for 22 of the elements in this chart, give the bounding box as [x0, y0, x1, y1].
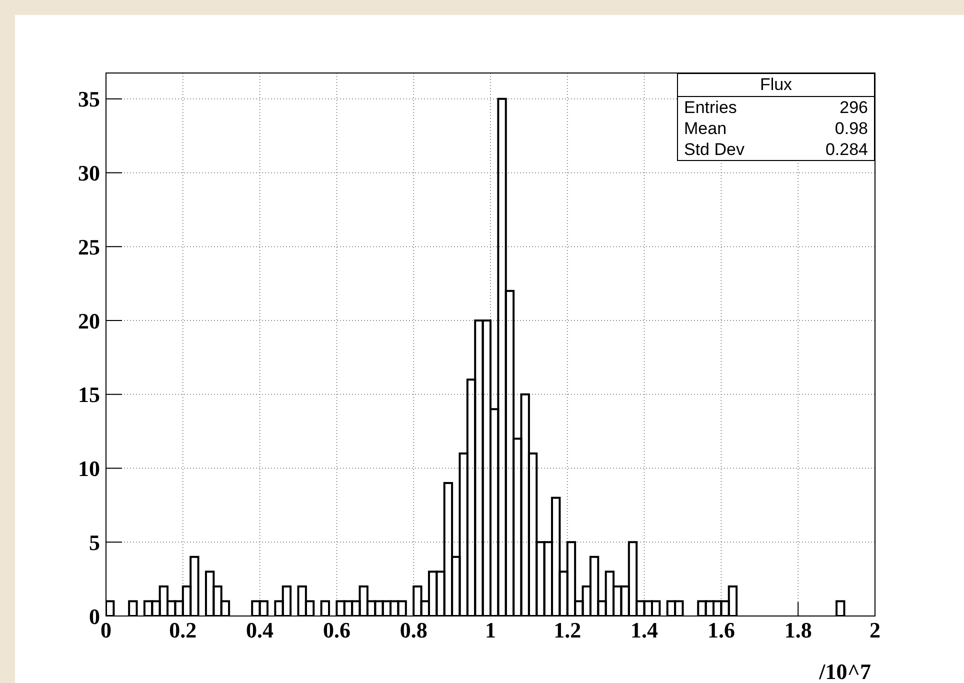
- y-tick-label: 25: [78, 234, 100, 260]
- x-axis-title: /10^7: [818, 659, 871, 683]
- y-tick-label: 35: [78, 86, 100, 112]
- x-tick-label: 1.4: [630, 618, 658, 643]
- y-tick-label: 10: [78, 456, 100, 482]
- x-tick-label: 1.8: [784, 618, 812, 643]
- y-tick-label: 5: [89, 530, 100, 555]
- x-tick-label: 1.6: [707, 618, 735, 643]
- y-tick-label: 15: [78, 382, 100, 408]
- text: Mean 0.98: [684, 119, 868, 138]
- x-tick-label: 1: [485, 618, 496, 643]
- x-tick-label: 0.4: [246, 618, 274, 643]
- x-tick-label: 0.2: [169, 618, 197, 643]
- text: Std Dev 0.284: [684, 140, 868, 159]
- x-tick-label: 0.6: [322, 618, 350, 643]
- y-tick-label: 30: [78, 160, 100, 186]
- chart-title: Flux: [678, 74, 874, 97]
- x-tick-label: 0.8: [400, 618, 428, 643]
- x-tick-label: 2: [870, 618, 880, 643]
- x-tick-label: 1.2: [554, 618, 582, 643]
- y-tick-label: 20: [78, 308, 100, 334]
- text: Entries 296: [684, 98, 868, 117]
